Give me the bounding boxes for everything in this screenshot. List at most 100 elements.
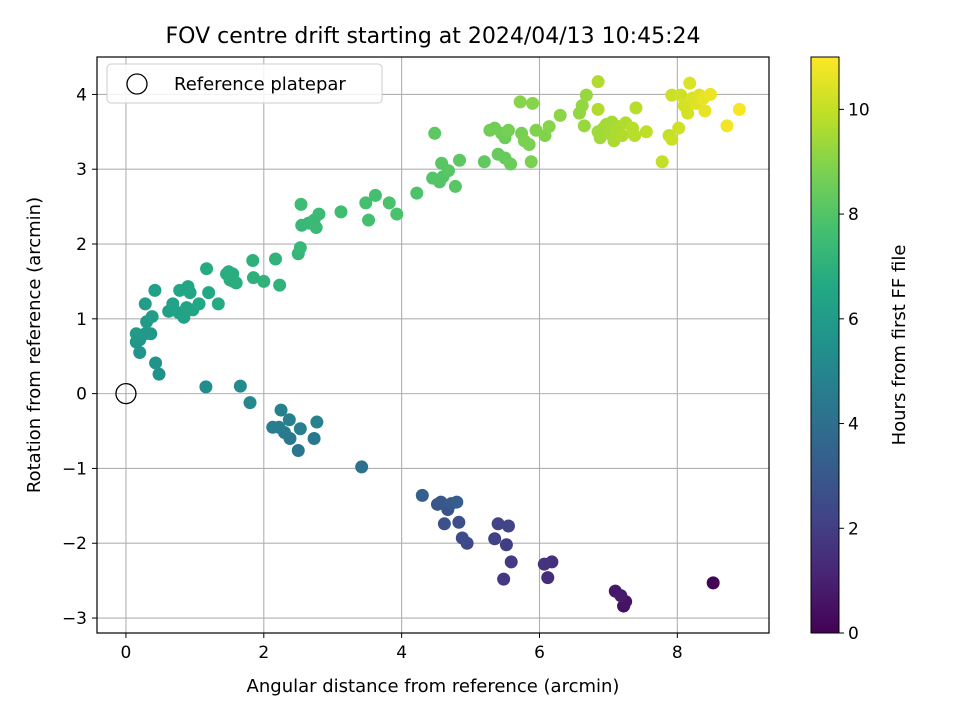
legend-reference-marker [126,73,148,95]
data-point [698,104,712,118]
y-axis-ticks: −3 −2 −1 0 1 2 3 4 [62,85,97,629]
x-tick-label: 8 [672,643,683,663]
data-point [435,156,449,170]
data-point [732,102,746,116]
y-axis-label: Rotation from reference (arcmin) [24,197,45,493]
legend-entry-reference: Reference platepar [174,74,346,95]
data-point [293,422,307,436]
data-point [291,443,305,457]
data-points [129,75,746,613]
data-point [672,121,686,135]
data-point [243,396,257,410]
data-point [144,327,158,341]
y-tick-label: 3 [76,160,87,180]
data-point [294,197,308,211]
data-point [192,297,206,311]
colorbar-tick-label: 2 [848,519,859,539]
data-point [491,517,505,531]
data-point [497,572,511,586]
colorbar-tick-label: 4 [848,415,859,435]
colorbar-tick-label: 8 [848,205,859,225]
data-point [437,517,451,531]
data-point [453,153,467,167]
data-point [681,106,695,120]
data-point [359,196,373,210]
data-point [390,207,404,221]
data-point [629,101,643,115]
data-point [488,532,502,546]
data-point [614,589,628,603]
data-point [434,495,448,509]
data-point [415,488,429,502]
y-tick-label: −2 [62,534,87,554]
data-point [200,262,214,276]
colorbar-tick-label: 10 [848,100,870,120]
data-point [720,119,734,133]
data-point [334,205,348,219]
data-point [273,278,287,292]
data-point [145,310,159,324]
data-point [226,267,240,281]
data-point [428,126,442,140]
data-point [665,88,679,102]
data-point [591,75,605,89]
data-point [246,253,260,267]
data-point [665,132,679,146]
data-point [202,286,216,300]
colorbar-label: Hours from first FF file [889,245,910,446]
y-tick-label: 4 [76,85,87,105]
data-point [246,271,260,285]
y-tick-label: 1 [76,310,87,330]
reference-point [115,382,137,405]
x-axis-ticks: 0 2 4 6 8 [121,633,683,663]
data-point [355,460,369,474]
data-point [579,88,593,102]
data-point [410,186,424,200]
data-point [257,274,271,288]
data-point [655,155,669,169]
data-point [501,123,515,137]
data-point [452,515,466,529]
data-point [148,283,162,297]
colorbar-ticks: 0 2 4 6 8 10 [839,100,870,644]
data-point [575,99,589,113]
x-tick-label: 4 [396,643,407,663]
data-point [455,531,469,545]
data-point [542,120,556,134]
data-point [541,571,555,585]
y-tick-label: 2 [76,235,87,255]
data-point [639,125,653,139]
data-point [513,95,527,109]
x-axis-label: Angular distance from reference (arcmin) [247,676,620,697]
plot-frame [96,56,770,634]
data-point [553,108,567,122]
data-point [362,213,376,227]
grid-lines [97,57,769,633]
data-point [703,87,717,101]
data-point [577,119,591,133]
data-point [129,327,143,341]
data-point [526,96,540,110]
data-point [274,403,288,417]
data-point [448,179,462,193]
data-point [293,241,307,255]
data-point [591,102,605,116]
data-point [211,297,225,311]
y-tick-label: −1 [62,459,87,479]
data-point [477,155,491,169]
data-point [522,138,536,152]
legend-box [106,63,383,104]
x-tick-label: 6 [534,643,545,663]
data-point [706,576,720,590]
data-point [382,196,396,210]
colorbar-tick-label: 6 [848,310,859,330]
data-point [683,76,697,90]
data-point [628,129,642,143]
reference-marker [115,382,137,405]
colorbar [810,56,840,634]
data-point [450,495,464,509]
data-point [133,345,147,359]
data-point [312,207,326,221]
y-tick-label: −3 [62,609,87,629]
x-tick-label: 0 [121,643,132,663]
